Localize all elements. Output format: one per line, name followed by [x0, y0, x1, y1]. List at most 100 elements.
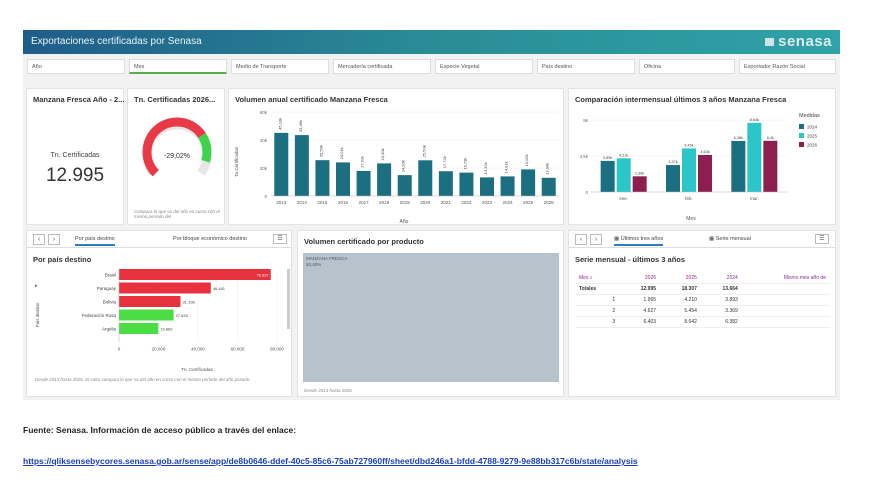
y-tick-label: Brasil	[105, 273, 116, 278]
gauge-fill-red	[142, 117, 206, 177]
x-tick-label: 2019	[400, 200, 411, 205]
source-link[interactable]: https://qliksensebycores.senasa.gob.ar/s…	[23, 456, 638, 466]
x-tick-label: 40.000	[191, 347, 205, 352]
gauge-note: Compara lo que va del año en curso con e…	[134, 209, 220, 219]
prev-button[interactable]: ‹	[33, 234, 45, 245]
header-2025[interactable]: 2025	[660, 273, 701, 284]
menu-icon[interactable]: ☰	[815, 234, 829, 244]
country-xlabel: Tn. Certificadas	[181, 367, 213, 372]
annual-chart-card: Volumen anual certificado Manzana Fresca…	[228, 88, 564, 225]
tab-ultimos-tres[interactable]: ▦ Últimos tres años	[614, 236, 664, 246]
header-mismo-mes[interactable]: Mismo mes año de	[741, 273, 830, 284]
menu-icon[interactable]: ☰	[273, 234, 287, 244]
filter-pais-destino[interactable]: País destino	[537, 59, 635, 74]
bar	[119, 282, 211, 294]
treemap-value: 93,40%	[306, 262, 322, 267]
header-2026[interactable]: 2026	[619, 273, 661, 284]
header-mes[interactable]: Mes ⌕	[575, 273, 620, 284]
gauge-value: -29,02%	[164, 153, 190, 160]
scrollbar[interactable]	[287, 269, 290, 329]
bar	[632, 176, 647, 192]
prev-button[interactable]: ‹	[575, 234, 587, 245]
data-label: 43,46k	[298, 120, 303, 132]
annual-chart: Tn Certificadas Año 0 20k 40k 60k 45,10k 2013…	[234, 110, 559, 225]
bar	[119, 323, 159, 334]
serie-title: Serie mensual - últimos 3 años	[575, 255, 686, 264]
data-label: 4,21k	[619, 153, 628, 157]
legend-swatch	[799, 124, 804, 129]
bar	[418, 160, 433, 196]
table-cell: 5.454	[660, 305, 701, 317]
x-tick-label: feb.	[685, 196, 693, 201]
x-tick-label: 60.000	[231, 347, 245, 352]
serie-table: Mes ⌕ 2026 2025 2024 Mismo mes año de To…	[575, 273, 830, 328]
bar	[119, 269, 271, 280]
table-cell	[741, 305, 830, 317]
x-tick-label: 2014	[297, 200, 308, 205]
tab-por-bloque[interactable]: Por bloque económico destino	[173, 236, 247, 242]
data-label: 3,37k	[668, 160, 677, 164]
gauge-card: Tn. Certificadas 2026... -29,02% Compara…	[127, 88, 225, 225]
legend-label: 2024	[807, 125, 818, 130]
header-2024[interactable]: 2024	[700, 273, 742, 284]
bar	[274, 132, 289, 196]
data-label: 23,30k	[380, 148, 385, 160]
search-icon[interactable]: ⌕	[589, 275, 593, 281]
data-label: 14,90k	[401, 160, 406, 172]
table-cell: 8.642	[660, 316, 701, 328]
filter-mes[interactable]: Mes	[129, 59, 227, 74]
table-cell: 13.664	[700, 283, 742, 295]
data-label: 27.633	[176, 313, 189, 318]
logo-text: senasa	[778, 33, 832, 50]
legend-label: 2026	[807, 143, 818, 148]
source-text: Fuente: Senasa. Información de acceso pú…	[23, 425, 297, 435]
filter-exportador[interactable]: Exportador Razón Social	[739, 59, 836, 74]
bar	[747, 122, 762, 192]
country-note: Desde 2013 hasta 2026. El color compara …	[35, 377, 250, 382]
x-tick-label: 2018	[379, 200, 390, 205]
country-tabbar: ‹ › Por país destino Por bloque económic…	[27, 231, 291, 248]
country-chart: País destino ▸ Tn. Certificadas 0 20.000 4…	[35, 269, 290, 372]
filter-oficina[interactable]: Oficina	[639, 59, 735, 74]
data-label: 17,72k	[442, 156, 447, 168]
treemap-label: MANZANA FRESCA	[306, 256, 348, 261]
treemap-tile[interactable]: MANZANA FRESCA 93,40%	[303, 253, 559, 382]
table-cell	[741, 316, 830, 328]
data-label: 19,02k	[524, 154, 529, 166]
y-tick-label: 0	[585, 190, 588, 195]
bar	[763, 140, 778, 192]
bar	[731, 140, 746, 192]
bar	[600, 160, 615, 192]
collapse-arrow-icon[interactable]: ▸	[35, 283, 38, 289]
next-button[interactable]: ›	[590, 234, 602, 245]
y-tick-label: 20k	[260, 166, 268, 171]
filter-especie-vegetal[interactable]: Especie Vegetal	[435, 59, 533, 74]
bar	[397, 175, 412, 196]
compare-chart: Mes Medidas 0 4,5k 9k 3,89k 4,21k 1,96k ene. 3,…	[579, 113, 820, 222]
tab-por-pais[interactable]: Por país destino	[75, 236, 115, 246]
filter-año[interactable]: Año	[27, 59, 125, 74]
table-cell: 6.382	[700, 316, 742, 328]
table-cell: 3.369	[700, 305, 742, 317]
data-label: 19.869	[160, 327, 173, 332]
data-label: 6,4k	[767, 136, 774, 140]
kpi-value: 12.995	[45, 165, 105, 186]
tab-serie-mensual[interactable]: ▦ Serie mensual	[709, 236, 751, 242]
legend-swatch	[799, 133, 804, 138]
next-button[interactable]: ›	[48, 234, 60, 245]
calendar-icon: ▦	[709, 236, 716, 242]
x-tick-label: 2015	[317, 200, 328, 205]
bar	[682, 148, 696, 192]
kpi-title: Manzana Fresca Año - 2...	[33, 95, 125, 104]
legend-label: 2025	[807, 134, 818, 139]
filter-medio-transporte[interactable]: Medio de Transporte	[231, 59, 329, 74]
page-title: Exportaciones certificadas por Senasa	[31, 36, 202, 47]
bar	[698, 154, 712, 192]
filter-mercaderia[interactable]: Mercadería certificada	[333, 59, 431, 74]
table-cell: 3.893	[700, 294, 742, 306]
y-tick-label: Federación Rusa	[82, 313, 117, 318]
bar	[459, 172, 474, 196]
x-tick-label: 2021	[441, 200, 452, 205]
bar	[541, 177, 556, 196]
table-row: 1 1.965 4.210 3.893	[575, 294, 830, 306]
